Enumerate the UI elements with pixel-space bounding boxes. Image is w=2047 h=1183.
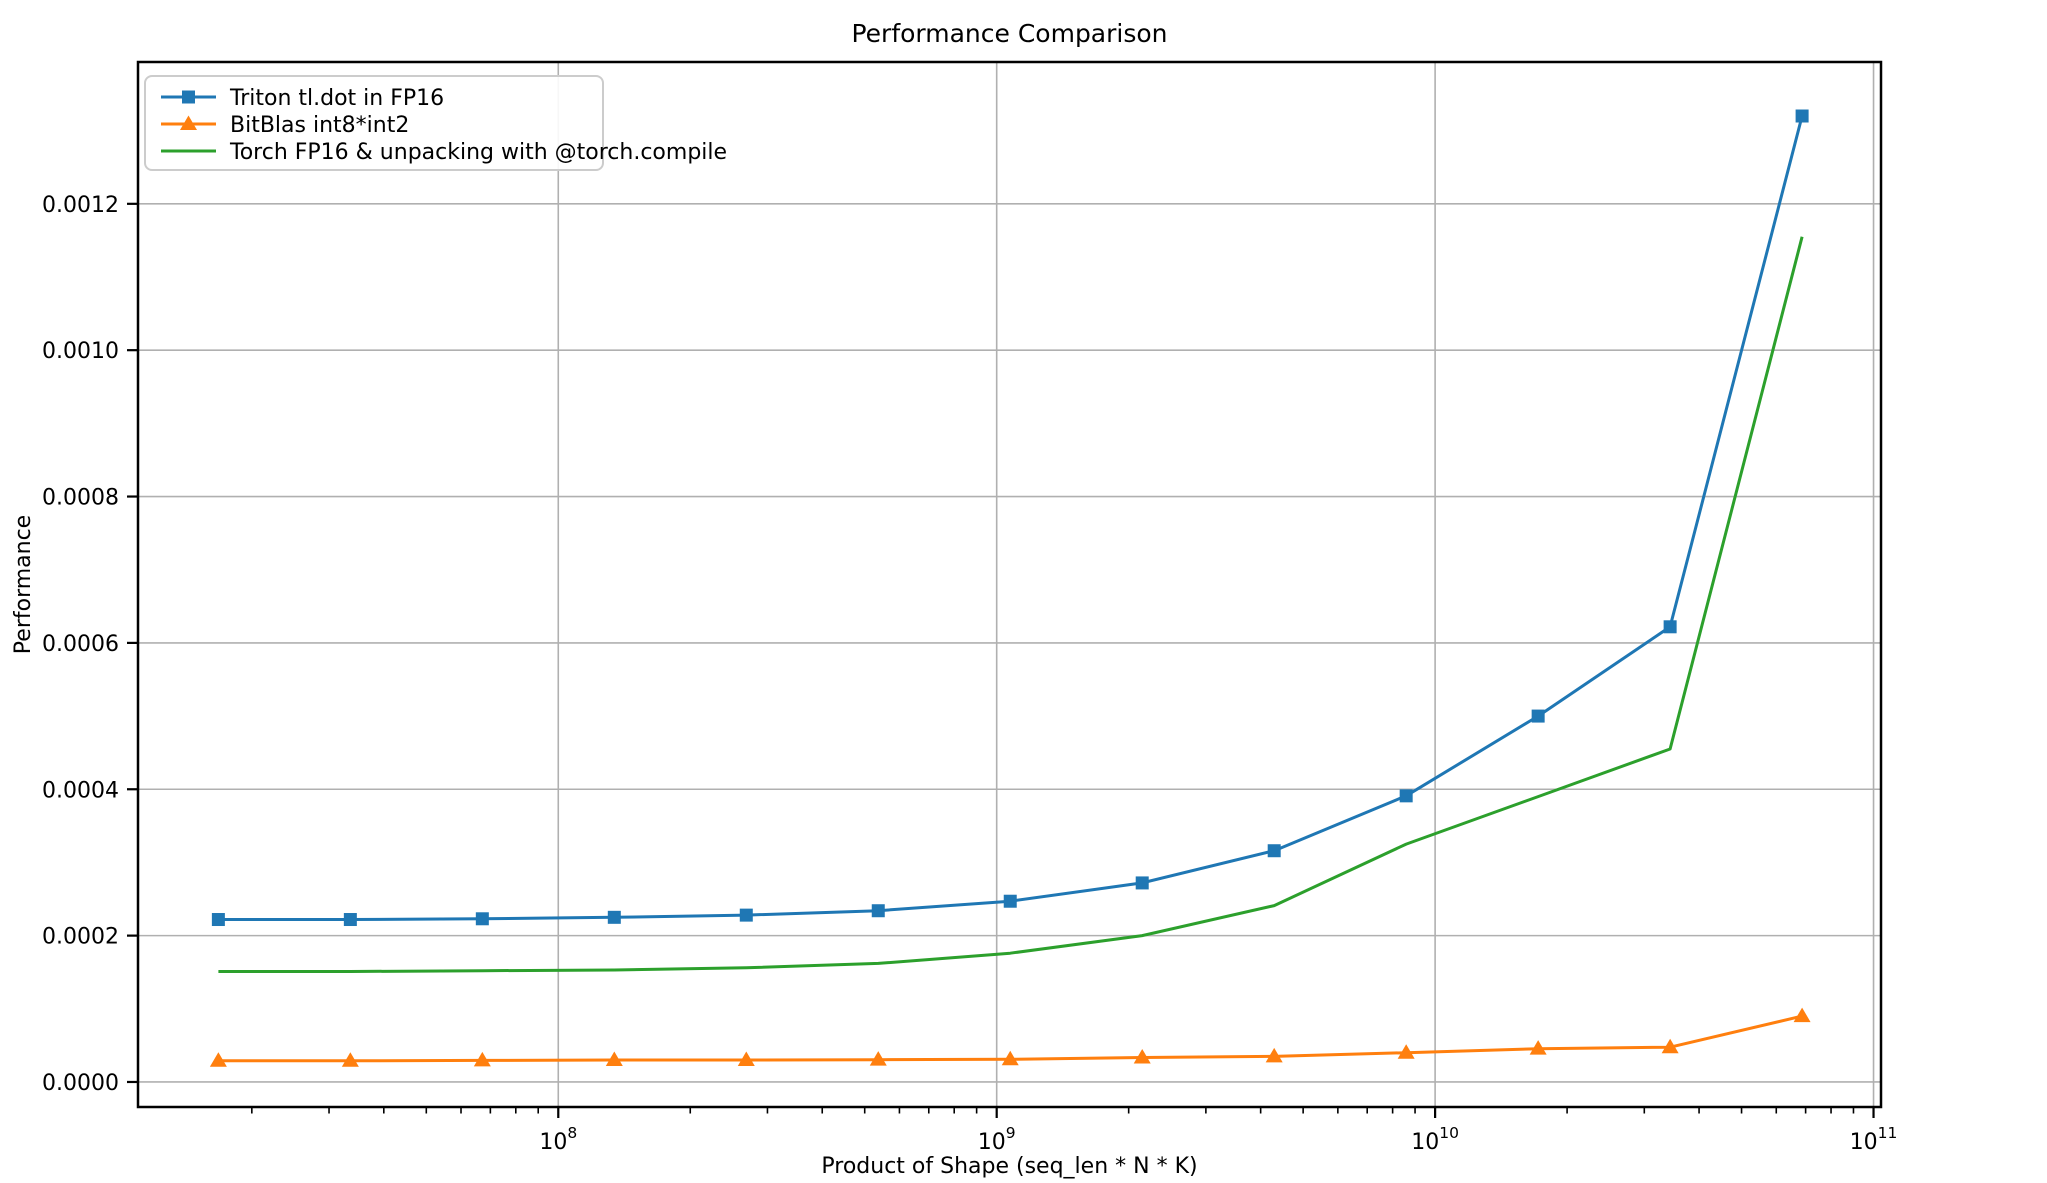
triangle-marker xyxy=(1529,1040,1547,1055)
triangle-marker xyxy=(473,1051,491,1067)
legend-item-2: Torch FP16 & unpacking with @torch.compi… xyxy=(161,140,727,165)
square-marker xyxy=(1531,709,1545,723)
square-marker xyxy=(182,90,195,104)
x-tick-label: 1010 xyxy=(1411,1124,1459,1155)
y-axis-label: Performance xyxy=(11,515,36,654)
series-1 xyxy=(209,1007,1811,1067)
square-marker xyxy=(1267,844,1281,858)
square-marker xyxy=(1399,789,1413,803)
triangle-marker xyxy=(1265,1047,1283,1063)
square-marker xyxy=(739,908,753,922)
square-marker xyxy=(1135,876,1149,890)
x-axis-label: Product of Shape (seq_len * N * K) xyxy=(821,1154,1197,1179)
y-tick-label: 0.0002 xyxy=(42,925,119,950)
legend-label: Triton tl.dot in FP16 xyxy=(229,86,444,111)
series-2 xyxy=(218,236,1804,973)
triangle-marker xyxy=(605,1051,623,1067)
y-tick-label: 0.0008 xyxy=(42,486,119,511)
triangle-marker xyxy=(1133,1048,1151,1064)
triangle-marker xyxy=(341,1052,359,1067)
series-line xyxy=(218,236,1804,973)
square-marker xyxy=(475,912,489,926)
square-marker xyxy=(871,904,885,918)
legend-box xyxy=(144,75,604,171)
triangle-marker xyxy=(1001,1050,1019,1066)
triangle-marker xyxy=(209,1052,227,1067)
triangle-marker xyxy=(1661,1038,1679,1054)
square-marker xyxy=(1663,620,1677,634)
y-tick-label: 0.0010 xyxy=(42,339,119,364)
square-marker xyxy=(211,913,225,927)
legend-label: BitBlas int8*int2 xyxy=(230,113,409,138)
y-tick-label: 0.0006 xyxy=(42,632,119,657)
y-tick-label: 0.0012 xyxy=(42,193,119,218)
legend-label: Torch FP16 & unpacking with @torch.compi… xyxy=(229,140,727,165)
square-marker xyxy=(343,913,357,927)
y-tick-label: 0.0004 xyxy=(42,778,119,803)
square-marker xyxy=(607,910,621,924)
square-marker xyxy=(1795,109,1809,123)
chart-title: Performance Comparison xyxy=(851,19,1167,48)
series-0 xyxy=(211,109,1809,927)
triangle-marker xyxy=(1397,1044,1415,1059)
triangle-marker xyxy=(869,1051,887,1066)
triangle-marker xyxy=(180,115,197,130)
legend-item-0: Triton tl.dot in FP16 xyxy=(161,86,444,111)
square-marker xyxy=(1003,894,1017,908)
y-tick-label: 0.0000 xyxy=(42,1071,119,1096)
plot-border xyxy=(136,60,1883,1109)
legend-item-1: BitBlas int8*int2 xyxy=(161,113,409,138)
triangle-marker xyxy=(737,1051,755,1067)
triangle-marker xyxy=(1793,1007,1811,1023)
